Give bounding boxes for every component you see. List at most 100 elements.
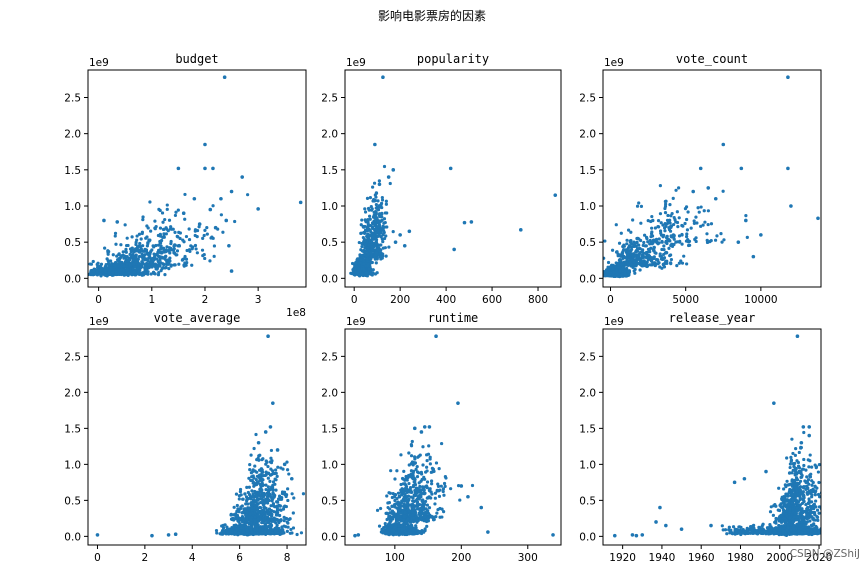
scatter-point	[385, 494, 389, 498]
scatter-point	[234, 492, 239, 496]
scatter-point	[114, 272, 118, 276]
scatter-point	[140, 252, 144, 257]
scatter-point	[190, 263, 194, 267]
scatter-point	[384, 254, 388, 258]
x-tick-label: 1	[148, 294, 155, 306]
scatter-point	[149, 229, 153, 233]
scatter-point	[102, 218, 106, 223]
scatter-point	[266, 501, 270, 505]
scatter-point	[665, 261, 669, 265]
scatter-point	[268, 479, 272, 484]
scatter-point	[636, 261, 640, 265]
x-tick-label: 3	[255, 294, 262, 306]
x-tick-label: 2	[202, 294, 209, 306]
scatter-point	[167, 218, 172, 222]
scatter-point	[261, 520, 265, 524]
scatter-point	[125, 236, 129, 240]
scatter-point	[115, 262, 119, 266]
scatter-point	[635, 247, 640, 251]
scatter-point	[361, 253, 365, 257]
scatter-point	[637, 237, 641, 241]
scatter-point	[275, 448, 280, 452]
scatter-point	[615, 272, 620, 276]
scatter-point	[273, 526, 278, 530]
scatter-point	[171, 227, 175, 231]
scatter-point	[240, 175, 244, 179]
scatter-point	[692, 219, 696, 223]
scatter-point	[219, 213, 223, 217]
y-tick-label: 0.5	[579, 237, 596, 249]
y-tick-label: 0.0	[579, 273, 596, 285]
scatter-point	[381, 240, 385, 244]
scatter-point	[614, 261, 618, 265]
scatter-point	[156, 243, 161, 247]
scatter-point	[627, 244, 632, 248]
scatter-point	[706, 209, 710, 213]
scatter-point	[212, 244, 217, 248]
scatter-point	[288, 517, 292, 521]
scatter-point	[173, 243, 177, 247]
scatter-point	[383, 246, 387, 250]
scatter-point	[387, 245, 391, 249]
scatter-point	[118, 270, 123, 274]
scatter-point	[272, 517, 276, 521]
scatter-point	[642, 262, 646, 266]
scatter-point	[149, 272, 153, 276]
scatter-point	[661, 262, 666, 266]
scatter-point	[245, 520, 250, 524]
scatter-point	[612, 270, 616, 275]
scatter-point	[695, 221, 699, 225]
scatter-point	[163, 217, 167, 222]
scatter-point	[172, 247, 176, 251]
scatter-point	[173, 213, 178, 218]
scatter-point	[651, 247, 655, 252]
scatter-point	[145, 235, 149, 239]
scatter-point	[713, 238, 718, 242]
scatter-point	[120, 254, 124, 258]
scatter-point	[401, 532, 405, 536]
scatter-point	[390, 528, 395, 532]
scatter-point	[253, 499, 258, 503]
scatter-point	[658, 183, 662, 188]
scatter-point	[194, 247, 198, 251]
scatter-point	[674, 188, 678, 192]
scatter-point	[245, 485, 249, 489]
scatter-point	[176, 208, 180, 212]
scatter-point	[112, 263, 116, 267]
scatter-point	[618, 269, 622, 273]
scatter-point	[164, 232, 168, 236]
scatter-point	[266, 334, 270, 339]
scatter-point	[210, 235, 214, 239]
scatter-point	[376, 248, 380, 252]
scatter-point	[385, 211, 389, 215]
scatter-point	[275, 500, 279, 504]
scatter-point	[636, 255, 641, 259]
scatter-point	[603, 269, 606, 274]
scatter-point	[195, 251, 199, 255]
scatter-point	[462, 220, 467, 225]
scatter-point	[603, 239, 607, 243]
scatter-point	[158, 208, 162, 213]
scatter-point	[259, 486, 263, 490]
scatter-point	[663, 222, 667, 226]
scatter-point	[213, 225, 218, 230]
scatter-point	[139, 237, 143, 241]
scatter-point	[158, 241, 162, 245]
scatter-point	[435, 511, 439, 515]
scatter-point	[667, 246, 671, 250]
scatter-point	[722, 238, 726, 242]
scatter-point	[394, 531, 399, 535]
scatter-point	[272, 509, 276, 514]
scatter-point	[368, 214, 372, 218]
scatter-point	[354, 261, 358, 265]
scatter-point	[247, 506, 251, 510]
scatter-point	[650, 234, 655, 238]
scatter-point	[280, 490, 285, 494]
scatter-point	[103, 269, 107, 273]
scatter-point	[715, 234, 719, 238]
scatter-point	[117, 252, 121, 257]
scatter-point	[632, 262, 636, 267]
scatter-point	[424, 499, 428, 504]
x-tick-label: 6	[236, 552, 243, 564]
